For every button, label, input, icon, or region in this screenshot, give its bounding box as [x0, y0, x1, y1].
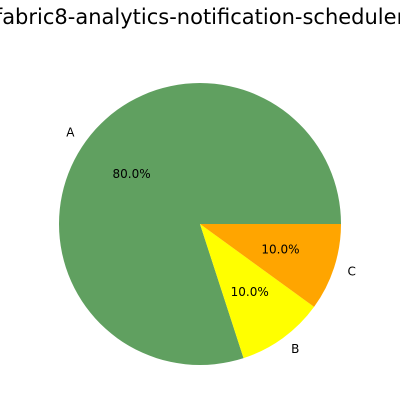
category-label-c: C: [348, 264, 356, 278]
category-label-a: A: [66, 125, 75, 139]
category-labels: A B C: [66, 125, 356, 356]
category-label-b: B: [291, 342, 299, 356]
pie-slice-b: [200, 224, 315, 359]
percent-label-a: 80.0%: [112, 167, 150, 181]
chart-title: fabric8-analytics-notification-scheduler: [0, 5, 400, 29]
pie-slice-c: [200, 224, 341, 307]
pie-slices: [59, 82, 342, 366]
percent-label-b: 10.0%: [231, 285, 269, 299]
percent-labels: 80.0% 10.0% 10.0%: [112, 167, 299, 299]
percent-label-c: 10.0%: [261, 243, 299, 257]
